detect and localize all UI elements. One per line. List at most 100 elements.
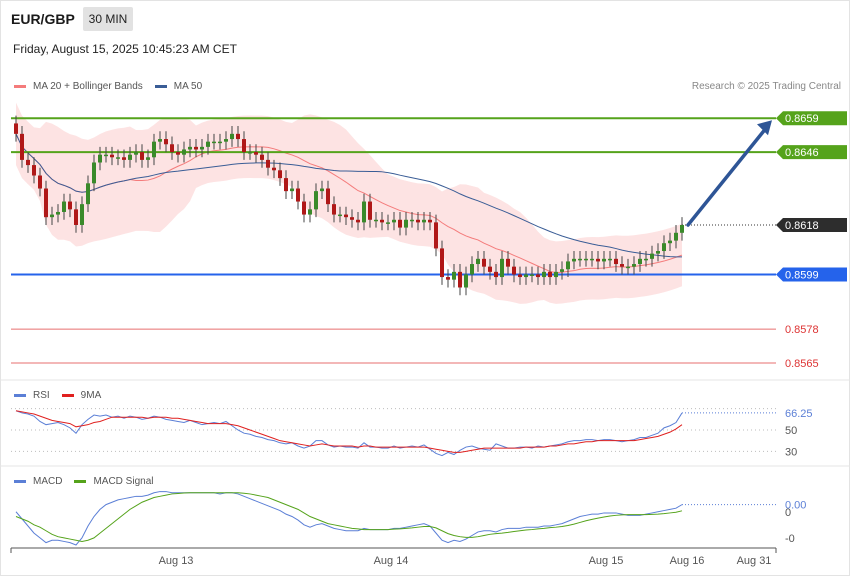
- candle-body: [242, 139, 246, 153]
- candle-body: [434, 222, 438, 249]
- candle-body: [548, 271, 552, 278]
- candle-body: [176, 152, 180, 155]
- candle-body: [392, 219, 396, 223]
- macd-signal-line: [15, 492, 683, 542]
- candle-body: [92, 162, 96, 184]
- candle-body: [80, 204, 84, 225]
- candle-body: [302, 201, 306, 215]
- candle-body: [488, 266, 492, 272]
- candle-body: [524, 274, 528, 278]
- candle-body: [248, 152, 252, 154]
- candle-body: [44, 188, 48, 218]
- candle-body: [200, 146, 204, 150]
- macd-axis-label: 0: [785, 507, 791, 519]
- candle-body: [584, 258, 588, 261]
- macd-legend-label: MACD: [33, 476, 63, 487]
- timestamp: Friday, August 15, 2025 10:45:23 AM CET: [13, 42, 237, 56]
- ma20-swatch: [14, 85, 26, 88]
- candle-body: [74, 209, 78, 225]
- candle-body: [614, 258, 618, 265]
- timeframe-button[interactable]: 30 MIN: [83, 7, 133, 31]
- candle-body: [368, 201, 372, 220]
- candle-body: [350, 217, 354, 220]
- rsi-ma-line: [15, 410, 683, 453]
- macd-legend: MACD MACD Signal: [14, 476, 153, 487]
- ma50-legend-label: MA 50: [173, 81, 203, 92]
- candle-body: [212, 141, 216, 144]
- candle-body: [236, 133, 240, 140]
- candle-body: [170, 144, 174, 153]
- candle-body: [296, 188, 300, 202]
- candle-body: [476, 258, 480, 265]
- symbol-title: EUR/GBP: [11, 11, 75, 27]
- candle-body: [650, 253, 654, 259]
- candle-body: [140, 152, 144, 160]
- price-legend: MA 20 + Bollinger Bands MA 50: [14, 81, 202, 92]
- x-axis-label: Aug 13: [159, 555, 194, 567]
- candle-body: [266, 159, 270, 168]
- candle-body: [188, 146, 192, 150]
- candle-body: [410, 219, 414, 222]
- macd-signal-swatch: [74, 480, 87, 483]
- candle-body: [326, 188, 330, 205]
- candle-body: [440, 248, 444, 278]
- macd-swatch: [14, 480, 26, 483]
- rsi-swatch: [14, 394, 26, 397]
- candle-body: [632, 264, 636, 267]
- candle-body: [56, 211, 60, 215]
- candle-body: [626, 266, 630, 269]
- candle-body: [536, 274, 540, 278]
- level-label-0.8618: 0.8618: [785, 220, 819, 232]
- candle-body: [620, 264, 624, 267]
- level-label-0.8646: 0.8646: [785, 147, 819, 159]
- candle-body: [146, 157, 150, 160]
- candle-body: [122, 157, 126, 160]
- candle-body: [656, 251, 660, 254]
- forecast-arrow-head: [757, 120, 772, 136]
- candle-body: [152, 141, 156, 158]
- candle-body: [374, 219, 378, 222]
- candle-body: [14, 123, 18, 134]
- candle-body: [494, 271, 498, 278]
- candle-body: [512, 266, 516, 275]
- x-axis-label: Aug 15: [589, 555, 624, 567]
- candle-body: [638, 258, 642, 265]
- candle-body: [554, 271, 558, 278]
- candle-body: [314, 191, 318, 210]
- candle-body: [446, 277, 450, 280]
- candle-body: [116, 157, 120, 159]
- candle-body: [596, 258, 600, 262]
- candle-body: [386, 222, 390, 224]
- level-tag-0.8646: [776, 145, 847, 160]
- candle-body: [62, 201, 66, 212]
- candle-body: [86, 183, 90, 205]
- candles: [14, 115, 684, 296]
- candle-body: [458, 271, 462, 288]
- candle-body: [254, 152, 258, 155]
- candle-body: [356, 219, 360, 223]
- candle-body: [104, 154, 108, 157]
- candle-body: [464, 274, 468, 288]
- candle-body: [398, 219, 402, 228]
- candle-body: [380, 219, 384, 223]
- level-label-0.8659: 0.8659: [785, 113, 819, 125]
- candle-body: [560, 269, 564, 272]
- copyright: Research © 2025 Trading Central: [691, 81, 841, 92]
- macd-line: [15, 491, 683, 546]
- candle-body: [158, 139, 162, 142]
- candle-body: [290, 188, 294, 192]
- candle-body: [332, 204, 336, 215]
- rsi-legend-label: RSI: [33, 390, 50, 401]
- rsi-ma-swatch: [61, 394, 74, 397]
- ma50-line: [15, 133, 683, 258]
- candle-body: [260, 154, 264, 160]
- candle-body: [26, 159, 30, 166]
- rsi-axis-label: 50: [785, 425, 797, 437]
- candle-body: [518, 274, 522, 278]
- candle-body: [674, 232, 678, 241]
- candle-body: [98, 154, 102, 163]
- rsi-ma-legend-label: 9MA: [80, 390, 102, 401]
- ma20-legend-label: MA 20 + Bollinger Bands: [33, 81, 143, 92]
- candle-body: [194, 146, 198, 150]
